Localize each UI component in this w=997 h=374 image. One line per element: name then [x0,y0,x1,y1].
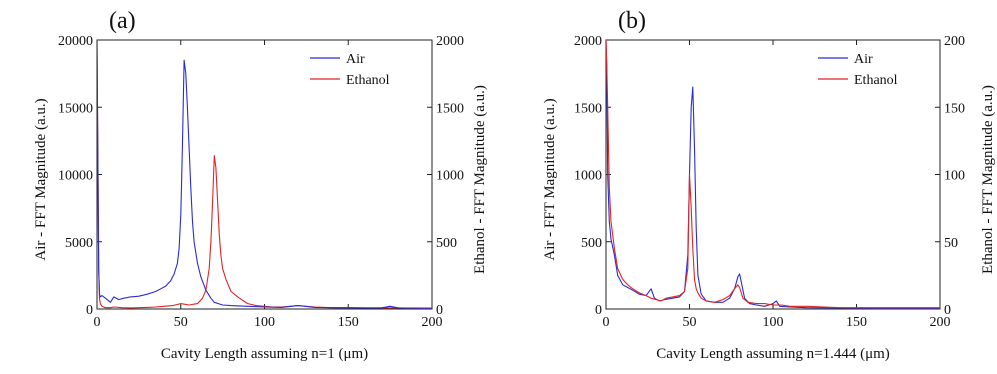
x-tick-label: 200 [930,315,951,330]
y-left-tick-label: 1000 [574,169,602,184]
legend-label-ethanol: Ethanol [854,73,898,88]
x-tick-label: 100 [763,315,784,330]
legend-label-ethanol: Ethanol [346,73,390,88]
y-right-tick-label: 100 [944,169,965,184]
y-left-axis-label: Air - FFT Magnitude (a.u.) [542,98,558,260]
y-right-tick-label: 1500 [436,101,464,116]
x-tick-label: 0 [603,315,610,330]
x-tick-label: 200 [422,315,443,330]
y-right-tick-label: 0 [436,303,443,318]
y-left-tick-label: 1500 [574,101,602,116]
y-right-tick-label: 0 [944,303,951,318]
series-line-air [97,40,432,309]
panel-label: (a) [109,8,136,34]
panel-b-chart: 0 50 100 150 2000500100015002000050100150200… [542,8,996,362]
series-line-ethanol [606,40,940,309]
x-axis-label: Cavity Length assuming n=1 (μm) [161,346,368,362]
y-left-tick-label: 15000 [58,101,93,116]
x-tick-label: 100 [254,315,275,330]
panel-label: (b) [618,8,646,34]
y-right-tick-label: 50 [944,236,958,251]
y-right-tick-label: 1000 [436,169,464,184]
legend-label-air: Air [346,52,365,67]
y-right-tick-label: 150 [944,101,965,116]
y-left-tick-label: 20000 [58,34,93,49]
series-line-air [606,40,940,309]
y-right-axis-label: Ethanol - FFT Magnitude (a.u.) [980,85,996,274]
panel-a-chart: 0 50 100 150 2000500010000150002000005001000… [33,8,488,362]
y-right-tick-label: 200 [944,34,965,49]
x-tick-label: 50 [683,315,697,330]
y-left-tick-label: 0 [86,303,93,318]
y-left-tick-label: 5000 [65,236,93,251]
y-right-axis-label: Ethanol - FFT Magnitude (a.u.) [472,85,488,274]
x-tick-label: 50 [174,315,188,330]
legend-label-air: Air [854,52,873,67]
x-tick-label: 150 [846,315,867,330]
y-left-tick-label: 10000 [58,169,93,184]
y-left-axis-label: Air - FFT Magnitude (a.u.) [33,98,49,260]
y-right-tick-label: 2000 [436,34,464,49]
y-left-tick-label: 500 [581,236,602,251]
x-axis-label: Cavity Length assuming n=1.444 (μm) [656,346,890,362]
x-tick-label: 150 [338,315,359,330]
y-left-tick-label: 0 [595,303,602,318]
x-tick-label: 0 [94,315,101,330]
y-left-tick-label: 2000 [574,34,602,49]
y-right-tick-label: 500 [436,236,457,251]
